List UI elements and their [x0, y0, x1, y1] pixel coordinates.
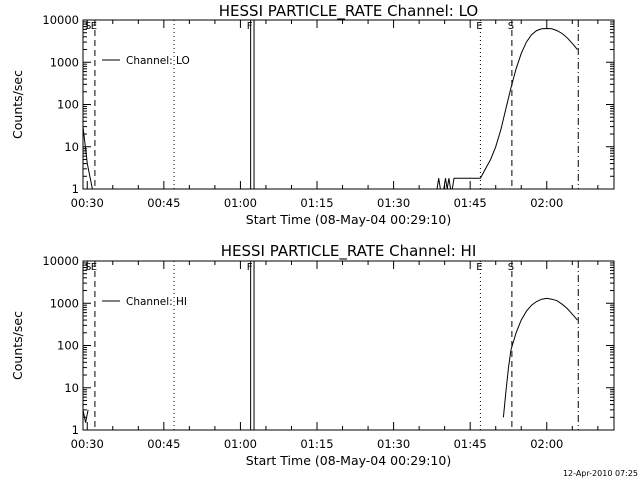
marker-label: S	[508, 21, 514, 32]
legend: Channel: LO	[102, 55, 190, 67]
marker-label: E	[91, 262, 97, 273]
x-tick-label: 02:00	[530, 196, 563, 210]
x-tick-label: 00:45	[147, 196, 180, 210]
x-tick-label: 00:30	[71, 437, 104, 451]
series-line-main	[503, 298, 577, 417]
y-tick-label: 1000	[50, 55, 79, 69]
chart-panel-2: HESSI PARTICLE_RATE Channel: HI 00:30 00:4…	[10, 242, 614, 468]
y-tick-label: 100	[57, 339, 79, 353]
chart-title: HESSI PARTICLE_RATE Channel: HI	[221, 242, 477, 261]
x-tick-label: 01:45	[454, 437, 487, 451]
y-tick-label: 1	[72, 423, 79, 437]
marker-label: S	[508, 262, 514, 273]
legend-entry: Channel: LO	[126, 55, 190, 67]
marker-label: E	[476, 21, 482, 32]
y-tick-label: 1	[72, 182, 79, 196]
y-tick-label: 1000	[50, 296, 79, 310]
footer-timestamp: 12-Apr-2010 07:25	[563, 469, 638, 478]
x-tick-label: 01:15	[300, 437, 333, 451]
plot-frame	[83, 261, 614, 430]
series-line-early	[83, 127, 92, 189]
chart-title: HESSI PARTICLE_RATE Channel: LO	[219, 2, 478, 21]
x-tick-label: 01:15	[300, 196, 333, 210]
plot-frame	[83, 20, 614, 189]
x-tick-label: 01:00	[224, 437, 257, 451]
x-tick-label: 01:45	[454, 196, 487, 210]
y-tick-label: 10	[64, 140, 79, 154]
x-axis-label: Start Time (08-May-04 00:29:10)	[246, 453, 451, 468]
y-tick-label: 10	[64, 381, 79, 395]
x-tick-label: 00:45	[147, 437, 180, 451]
x-tick-label: 01:00	[224, 196, 257, 210]
legend-entry: Channel: HI	[126, 296, 187, 308]
marker-label: E	[476, 262, 482, 273]
x-tick-label: 01:30	[377, 437, 410, 451]
marker-label: F	[247, 262, 253, 273]
chart-panel-1: HESSI PARTICLE_RATE Channel: LO 00:30 00:4…	[10, 2, 614, 227]
x-tick-label: 02:00	[530, 437, 563, 451]
y-tick-label: 10000	[42, 254, 79, 268]
y-tick-label: 10000	[42, 13, 79, 27]
y-axis-label: Counts/sec	[10, 311, 25, 380]
x-tick-label: 00:30	[71, 196, 104, 210]
x-tick-label: 01:30	[377, 196, 410, 210]
y-axis-label: Counts/sec	[10, 70, 25, 139]
marker-label: F	[247, 21, 253, 32]
x-axis-label: Start Time (08-May-04 00:29:10)	[246, 212, 451, 227]
legend: Channel: HI	[102, 296, 187, 308]
series-line-main	[437, 29, 577, 190]
y-tick-label: 100	[57, 98, 79, 112]
marker-label: E	[91, 21, 97, 32]
series-line-early	[83, 410, 88, 423]
